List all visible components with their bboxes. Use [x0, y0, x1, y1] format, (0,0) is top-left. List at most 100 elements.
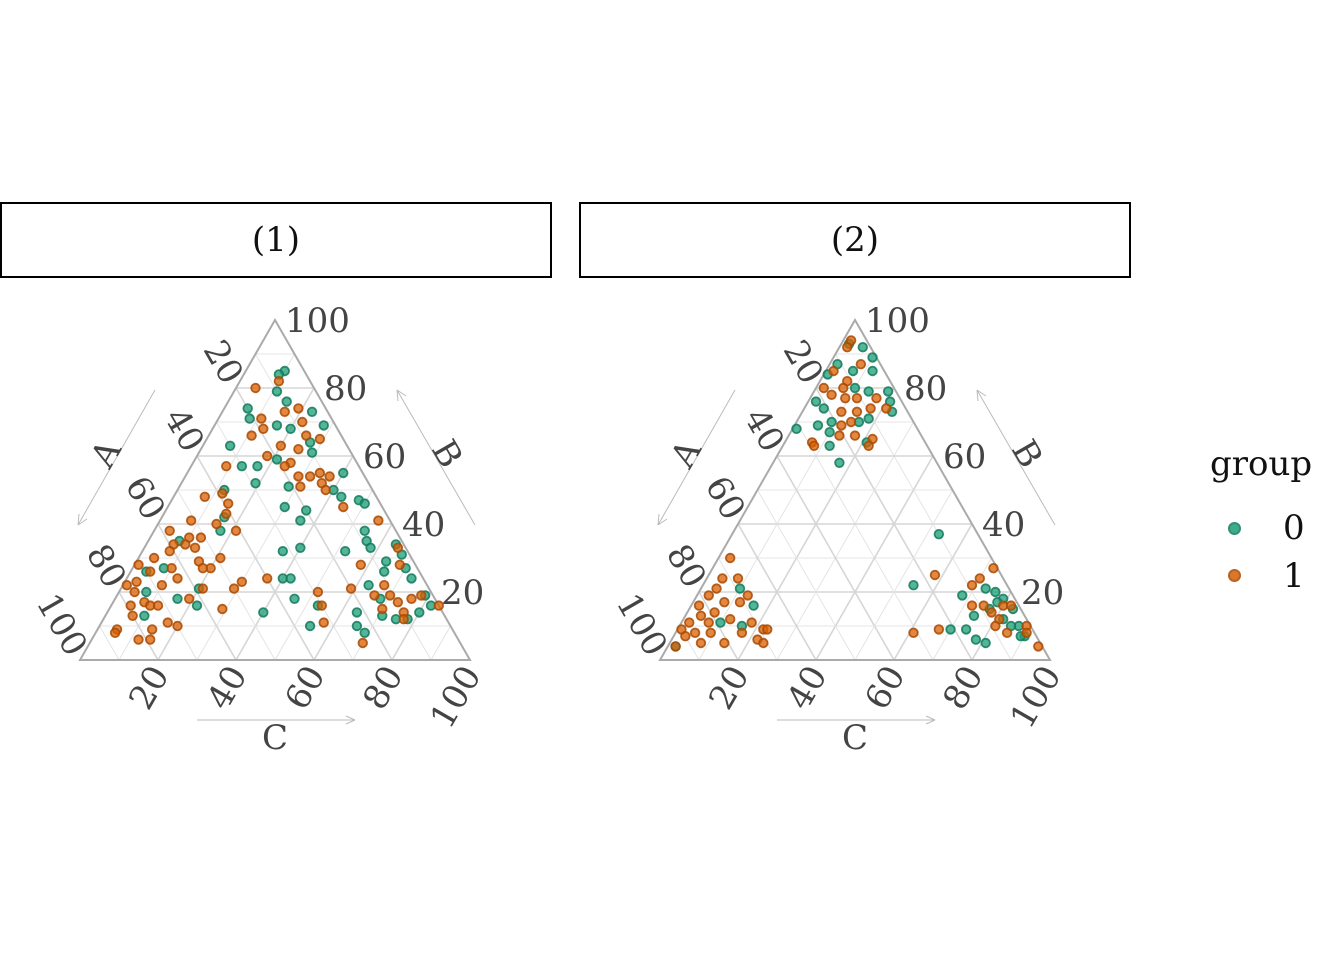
data-point-group-1	[725, 552, 736, 564]
tick-label-c: 100	[1002, 659, 1069, 735]
axis-title-a: A	[662, 433, 710, 476]
data-point-group-1	[703, 617, 714, 628]
data-point-group-1	[855, 359, 867, 370]
data-point-group-1	[250, 382, 261, 394]
data-point-group-0	[863, 413, 874, 424]
data-point-group-1	[836, 406, 847, 418]
data-point-group-1	[908, 627, 919, 639]
triangle-border	[658, 317, 1052, 661]
axis-arrow-c	[197, 715, 356, 725]
data-point-group-1	[318, 617, 329, 628]
data-point-group-0	[172, 593, 183, 605]
data-point-group-1	[199, 491, 211, 503]
data-point-group-1	[398, 614, 409, 625]
data-point-group-1	[295, 481, 306, 492]
axis-title-a: A	[82, 433, 130, 476]
tick-label-a: 60	[697, 470, 753, 527]
data-point-group-0	[359, 498, 370, 509]
data-point-group-1	[851, 393, 863, 404]
data-point-group-1	[246, 430, 257, 441]
data-point-group-0	[970, 634, 982, 645]
data-point-group-1	[736, 627, 748, 639]
data-point-group-1	[164, 525, 175, 537]
data-point-group-1	[125, 600, 136, 611]
legend-label-0: 0	[1283, 508, 1305, 548]
data-point-group-1	[221, 508, 232, 520]
facet-strip-2: (2)	[579, 202, 1131, 278]
data-point-group-1	[734, 597, 746, 608]
data-point-group-0	[847, 365, 859, 377]
tick-label-c: 80	[935, 659, 991, 716]
data-point-group-0	[139, 610, 150, 622]
data-point-group-0	[990, 586, 1001, 598]
data-point-group-1	[180, 539, 191, 550]
data-point-group-0	[295, 515, 306, 526]
tick-label-b: 60	[943, 437, 986, 477]
data-point-group-1	[834, 430, 845, 441]
data-point-group-1	[966, 580, 978, 591]
data-point-group-1	[974, 573, 986, 584]
data-point-group-0	[336, 491, 347, 503]
tick-label-a: 20	[195, 334, 251, 391]
tick-label-c: 40	[779, 659, 835, 716]
data-point-group-0	[968, 610, 980, 622]
data-point-group-1	[881, 403, 892, 414]
data-point-group-1	[695, 637, 707, 649]
data-point-group-0	[957, 590, 968, 601]
data-point-group-0	[379, 566, 390, 577]
data-point-group-1	[228, 583, 240, 594]
data-point-group-1	[211, 518, 222, 530]
data-point-group-1	[314, 433, 326, 445]
data-point-group-1	[197, 563, 209, 574]
data-point-group-1	[826, 389, 837, 401]
tick-label-b: 20	[441, 573, 484, 613]
data-point-group-1	[133, 634, 144, 645]
data-point-group-1	[258, 423, 269, 435]
legend-marker-1	[1228, 569, 1241, 582]
data-point-group-0	[748, 600, 759, 611]
data-point-group-1	[1021, 627, 1032, 639]
data-point-group-1	[301, 430, 312, 441]
data-point-group-1	[406, 593, 417, 605]
tick-label-a: 40	[156, 402, 212, 459]
data-point-group-1	[275, 440, 287, 452]
facet-label-2: (2)	[830, 220, 880, 260]
tick-label-b: 100	[285, 301, 350, 341]
data-point-group-1	[185, 515, 197, 526]
data-point-group-1	[369, 590, 380, 601]
data-point-group-1	[189, 542, 201, 554]
tick-label-b: 40	[402, 505, 445, 545]
data-point-group-1	[297, 416, 308, 428]
data-point-group-1	[133, 559, 144, 571]
data-point-group-1	[384, 590, 396, 601]
data-point-group-0	[857, 342, 869, 353]
data-point-group-0	[810, 396, 822, 407]
data-point-group-0	[908, 580, 919, 591]
axis-title-c: C	[262, 718, 288, 758]
data-point-group-0	[818, 403, 830, 414]
data-point-group-1	[355, 559, 367, 571]
data-point-group-1	[345, 583, 357, 594]
data-point-group-0	[824, 427, 835, 438]
gridline-a	[118, 591, 159, 661]
tick-label-b: 80	[324, 369, 367, 409]
data-point-group-1	[166, 563, 177, 574]
data-point-group-0	[242, 403, 253, 414]
data-point-group-1	[197, 583, 209, 594]
data-point-group-0	[304, 620, 316, 632]
data-point-group-1	[1033, 641, 1044, 652]
data-point-group-1	[709, 607, 720, 618]
data-point-group-0	[295, 542, 306, 554]
axis-title-b: B	[423, 433, 470, 475]
data-point-group-1	[236, 576, 248, 588]
data-point-group-1	[320, 484, 331, 496]
data-point-group-0	[318, 420, 329, 431]
data-point-group-0	[849, 382, 861, 394]
data-point-group-0	[945, 624, 956, 635]
data-point-group-0	[252, 461, 263, 472]
data-point-group-1	[392, 597, 404, 608]
data-point-group-1	[293, 403, 304, 414]
data-point-group-1	[127, 610, 138, 622]
